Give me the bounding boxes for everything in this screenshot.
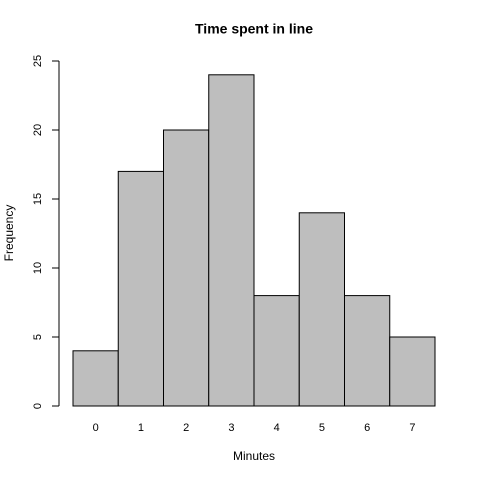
x-tick-label: 3 bbox=[228, 422, 234, 434]
bar bbox=[253, 295, 300, 407]
x-axis-label: Minutes bbox=[233, 449, 275, 463]
y-tick-label: 25 bbox=[32, 55, 44, 67]
bar bbox=[298, 212, 345, 407]
bar bbox=[344, 295, 391, 407]
y-tick-label: 20 bbox=[32, 124, 44, 136]
x-tick-label: 0 bbox=[93, 422, 99, 434]
x-tick-label: 1 bbox=[138, 422, 144, 434]
bar bbox=[72, 350, 119, 407]
chart-title: Time spent in line bbox=[195, 21, 313, 37]
bar bbox=[208, 74, 255, 407]
y-tick-label: 0 bbox=[32, 403, 44, 409]
bar bbox=[163, 129, 210, 407]
y-tick-label: 10 bbox=[32, 262, 44, 274]
x-tick-label: 4 bbox=[274, 422, 280, 434]
bar bbox=[117, 170, 164, 407]
y-tick-label: 5 bbox=[32, 334, 44, 340]
y-tick-label: 15 bbox=[32, 193, 44, 205]
y-axis-label: Frequency bbox=[2, 205, 16, 262]
x-tick-label: 5 bbox=[319, 422, 325, 434]
x-tick-label: 6 bbox=[364, 422, 370, 434]
x-tick-label: 7 bbox=[409, 422, 415, 434]
x-tick-label: 2 bbox=[183, 422, 189, 434]
bar bbox=[389, 336, 436, 407]
